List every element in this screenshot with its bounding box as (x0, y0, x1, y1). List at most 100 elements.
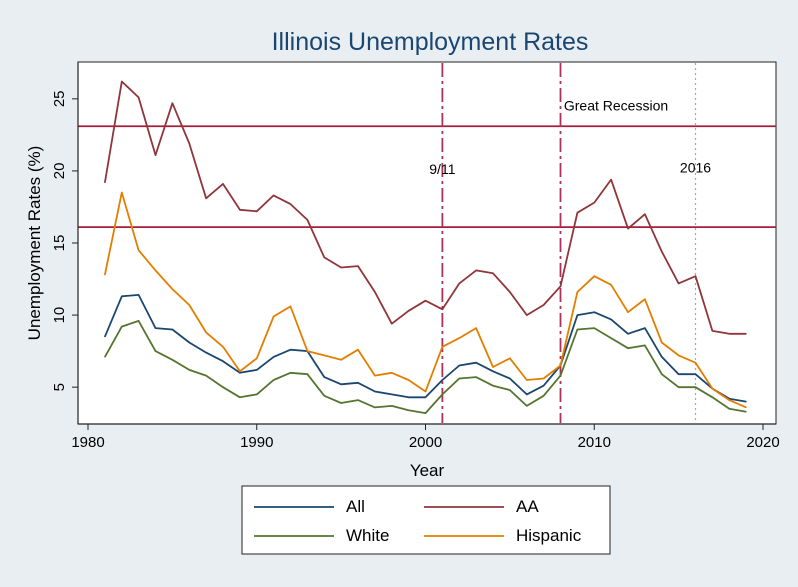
data-point-aa-1991 (273, 194, 275, 197)
data-point-hispanic-1984 (154, 269, 157, 271)
data-point-aa-1994 (323, 256, 325, 259)
data-point-hispanic-2007 (543, 377, 545, 380)
data-point-hispanic-2016 (694, 362, 697, 364)
data-point-white-1981 (104, 356, 106, 358)
data-point-white-1984 (154, 350, 157, 352)
data-point-aa-1985 (171, 102, 173, 104)
data-point-white-2011 (610, 337, 612, 339)
data-point-white-2007 (543, 395, 545, 397)
data-point-all-1992 (289, 349, 292, 351)
data-point-white-1994 (323, 395, 325, 397)
data-point-white-2010 (593, 327, 595, 329)
data-point-all-1997 (374, 390, 376, 393)
data-point-all-1983 (138, 294, 140, 296)
vline-label-2016: 2016 (680, 159, 711, 175)
data-point-all-1989 (239, 372, 241, 374)
data-point-white-2012 (627, 347, 629, 349)
data-point-hispanic-1989 (239, 370, 241, 372)
data-point-hispanic-2012 (627, 311, 629, 313)
data-point-all-2005 (509, 377, 511, 380)
legend: All AA White Hispanic (254, 497, 582, 545)
data-point-white-2005 (509, 389, 511, 391)
data-point-aa-2017 (711, 330, 713, 332)
data-point-all-1986 (188, 341, 190, 344)
y-tick-label-5: 5 (51, 383, 68, 391)
data-point-white-2018 (728, 408, 730, 410)
data-point-aa-1988 (222, 183, 224, 185)
data-point-white-1983 (138, 320, 140, 322)
data-point-hispanic-1985 (171, 288, 173, 290)
data-point-all-1984 (154, 327, 157, 329)
data-point-hispanic-1994 (323, 354, 325, 357)
data-point-all-2012 (627, 333, 629, 335)
data-point-aa-1997 (374, 291, 376, 293)
data-point-hispanic-2008 (559, 364, 562, 367)
data-point-white-1991 (273, 379, 275, 381)
data-point-all-1999 (408, 396, 410, 398)
annotation-great-recession: Great Recession (564, 97, 668, 113)
data-point-all-2015 (678, 373, 680, 375)
data-point-white-1990 (256, 393, 258, 395)
data-point-aa-1995 (340, 266, 342, 269)
data-point-white-2017 (711, 396, 713, 398)
data-point-aa-2019 (745, 333, 747, 335)
series-lines (104, 80, 747, 415)
data-point-aa-1999 (408, 310, 410, 312)
data-point-hispanic-1986 (188, 304, 190, 306)
data-point-all-2014 (661, 356, 663, 358)
data-point-white-1982 (121, 326, 123, 328)
x-axis-label: Year (410, 461, 445, 480)
data-point-hispanic-2011 (610, 284, 612, 286)
data-point-white-1987 (205, 375, 207, 377)
legend-label-all: All (346, 497, 365, 516)
data-point-aa-1990 (256, 210, 258, 212)
data-point-hispanic-2010 (593, 275, 595, 277)
data-point-aa-1989 (239, 209, 241, 211)
y-tick-label-15: 15 (51, 235, 68, 252)
data-point-hispanic-2019 (745, 406, 747, 408)
y-tick-label-20: 20 (51, 163, 68, 180)
x-tick-label-2000: 2000 (409, 434, 442, 451)
data-point-hispanic-1998 (391, 372, 393, 374)
data-point-white-1996 (357, 399, 359, 401)
data-point-aa-1998 (391, 323, 393, 325)
data-point-hispanic-2006 (526, 379, 528, 381)
axis-ticks: 1980 1990 2000 2010 2020 5 10 15 20 25 (51, 90, 780, 451)
data-point-hispanic-2003 (475, 327, 477, 329)
data-point-aa-2002 (458, 282, 460, 284)
data-point-all-2019 (745, 400, 747, 403)
data-point-white-1995 (340, 402, 342, 404)
data-point-white-2003 (475, 376, 477, 378)
data-point-aa-1982 (121, 80, 123, 83)
data-point-white-2002 (458, 377, 460, 380)
data-point-aa-2018 (728, 333, 730, 335)
data-point-hispanic-2000 (424, 390, 427, 393)
data-point-white-1998 (391, 405, 393, 407)
data-point-all-2011 (610, 318, 612, 321)
data-point-aa-2003 (475, 269, 477, 271)
data-point-aa-2011 (610, 178, 612, 181)
data-point-hispanic-2015 (678, 354, 680, 357)
data-point-white-2015 (678, 386, 680, 388)
x-tick-label-1980: 1980 (71, 434, 104, 451)
vline-label-2001: 9/11 (429, 161, 455, 177)
data-point-all-1996 (357, 382, 359, 384)
data-point-hispanic-1983 (138, 249, 140, 251)
data-point-aa-2009 (576, 212, 578, 214)
data-point-aa-2008 (559, 285, 562, 287)
data-point-hispanic-1990 (256, 357, 258, 359)
legend-label-aa: AA (516, 497, 539, 516)
data-point-all-1988 (222, 360, 224, 362)
data-point-white-2016 (694, 386, 697, 388)
data-point-hispanic-1995 (340, 359, 342, 361)
data-point-hispanic-1987 (205, 331, 207, 333)
data-point-all-2004 (492, 370, 494, 372)
data-point-white-2004 (492, 385, 494, 387)
data-point-all-2010 (593, 311, 595, 313)
x-tick-label-2020: 2020 (746, 434, 779, 451)
data-point-all-1994 (323, 376, 325, 378)
data-point-aa-2015 (678, 282, 680, 284)
data-point-hispanic-1992 (289, 305, 292, 308)
data-point-white-1989 (239, 396, 241, 398)
data-point-all-2002 (458, 364, 460, 367)
